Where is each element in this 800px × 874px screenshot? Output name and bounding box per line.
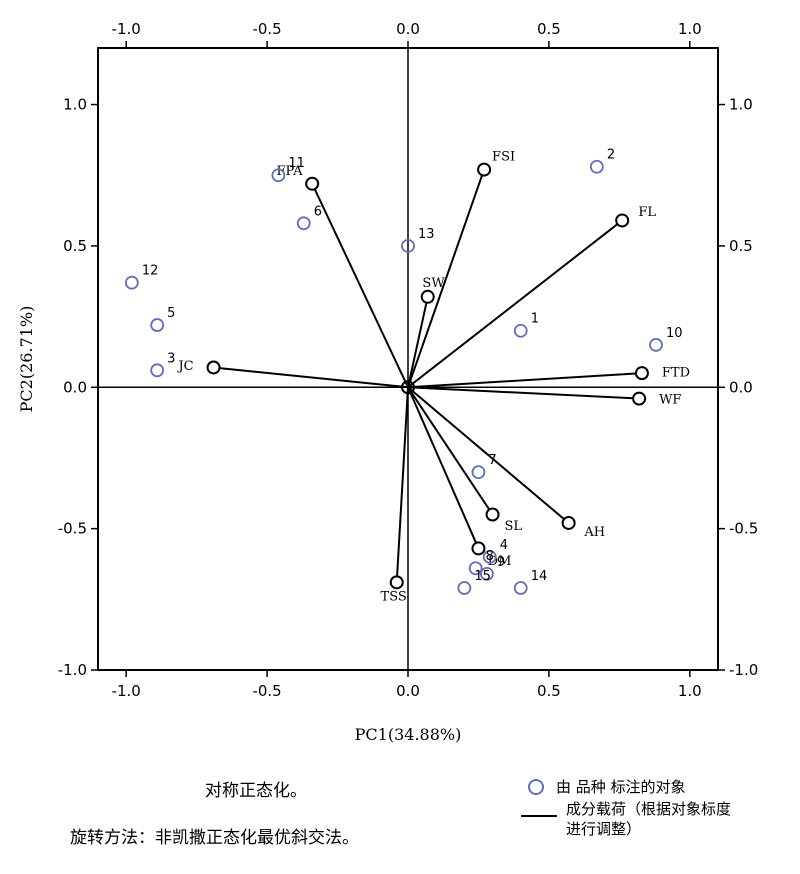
loading-endpoint <box>634 366 649 381</box>
legend-point-marker <box>528 779 544 795</box>
y-axis-label: PC2(26.71%) <box>17 306 36 413</box>
y-tick-label-left: -0.5 <box>58 520 87 538</box>
x-tick-label-top: 1.0 <box>678 20 702 38</box>
observation-label: 4 <box>500 538 508 553</box>
loading-label: WF <box>659 392 681 407</box>
x-tick-label-bottom: 0.5 <box>537 682 561 700</box>
observation-point <box>150 318 165 332</box>
loading-vector <box>407 372 642 389</box>
observation-point <box>296 216 311 231</box>
observation-label: 14 <box>531 569 548 584</box>
x-tick-label-bottom: 1.0 <box>678 682 702 700</box>
loading-endpoint <box>389 575 404 590</box>
legend-loadings-label: 成分载荷（根据对象标度 <box>566 800 732 818</box>
legend-loading-line <box>521 815 557 817</box>
x-tick-label-bottom: -1.0 <box>112 682 141 700</box>
loading-vector <box>407 386 640 400</box>
legend-loadings-label-cont: 进行调整） <box>566 820 642 838</box>
loading-endpoint <box>305 176 320 191</box>
observation-label: 10 <box>666 326 683 341</box>
loading-label: FL <box>638 205 656 220</box>
loading-vector <box>395 387 409 583</box>
y-tick-label-right: 0.0 <box>729 378 753 396</box>
y-tick-label-right: -1.0 <box>729 661 758 679</box>
loading-label: AH <box>583 525 605 540</box>
loading-vector <box>407 169 486 388</box>
biplot-chart: -1.0 -1.0 -0.5 -0.5 0.0 0.0 0.5 0.5 1.0 1.0 -1.0 -1… <box>17 20 758 744</box>
loading-endpoint <box>615 213 630 228</box>
y-tick-label-left: 1.0 <box>63 96 87 114</box>
observation-point <box>482 550 497 564</box>
x-tick-label-bottom: 0.0 <box>396 682 420 700</box>
loading-endpoint <box>632 391 647 406</box>
observation-point <box>649 337 663 352</box>
y-tick-label-left: 0.0 <box>63 378 87 396</box>
loading-label: DM <box>488 554 512 569</box>
observation-point <box>124 275 139 290</box>
x-tick-label-top: 0.0 <box>396 20 420 38</box>
loading-endpoint <box>206 360 221 375</box>
y-tick-label-right: 0.5 <box>729 237 753 255</box>
observation-point <box>401 239 415 253</box>
x-tick-label-top: -1.0 <box>112 20 141 38</box>
y-tick-label-right: 1.0 <box>729 96 753 114</box>
observation-point <box>480 566 494 581</box>
loading-label: SL <box>505 519 523 534</box>
x-tick-label-bottom: -0.5 <box>252 682 281 700</box>
observation-point <box>468 561 483 576</box>
loading-label: FPA <box>277 164 304 179</box>
observation-label: 13 <box>418 227 435 242</box>
loading-vector <box>407 386 480 549</box>
observation-label: 1 <box>531 312 539 327</box>
normalization-note: 对称正态化。 <box>205 781 307 801</box>
observation-point <box>271 168 286 183</box>
observation-label: 5 <box>167 306 175 321</box>
loading-vector <box>407 219 623 389</box>
loading-endpoint <box>471 541 486 556</box>
observation-point <box>513 323 528 338</box>
loading-endpoint <box>477 162 492 177</box>
loading-vector <box>407 386 570 524</box>
y-tick-label-left: -1.0 <box>58 661 87 679</box>
x-tick-label-top: 0.5 <box>537 20 561 38</box>
observation-label: 2 <box>607 148 615 163</box>
loading-endpoint <box>485 507 500 522</box>
rotation-method-note: 旋转方法：非凯撒正态化最优斜交法。 <box>70 828 359 848</box>
loading-label: FTD <box>662 365 690 380</box>
observation-point <box>457 581 472 595</box>
legend-points-label: 由 品种 标注的对象 <box>556 778 686 796</box>
loading-vector <box>213 366 409 389</box>
observation-point <box>589 159 604 174</box>
loading-label: FSI <box>492 149 515 164</box>
x-tick-label-top: -0.5 <box>252 20 281 38</box>
loading-label: SW <box>422 276 445 291</box>
observation-label: 9 <box>497 555 505 570</box>
y-tick-label-left: 0.5 <box>63 237 87 255</box>
observation-label: 3 <box>167 351 175 366</box>
observation-label: 11 <box>288 156 305 171</box>
observation-label: 15 <box>474 569 491 584</box>
loading-label: TSS <box>381 589 407 604</box>
observation-point <box>150 363 165 378</box>
y-tick-label-right: -0.5 <box>729 520 758 538</box>
observation-label: 12 <box>142 264 159 279</box>
loading-vector <box>311 183 409 388</box>
loading-vector <box>407 296 429 388</box>
observation-label: 7 <box>488 453 496 468</box>
x-axis-label: PC1(34.88%) <box>355 725 462 744</box>
observation-label: 8 <box>486 549 494 564</box>
loading-endpoint <box>420 289 435 304</box>
loading-endpoint <box>561 515 576 530</box>
observation-label: 6 <box>314 204 322 219</box>
observation-point <box>471 465 486 479</box>
loading-vector <box>407 386 494 516</box>
loading-label: JC <box>176 359 193 374</box>
observation-point <box>513 581 528 595</box>
